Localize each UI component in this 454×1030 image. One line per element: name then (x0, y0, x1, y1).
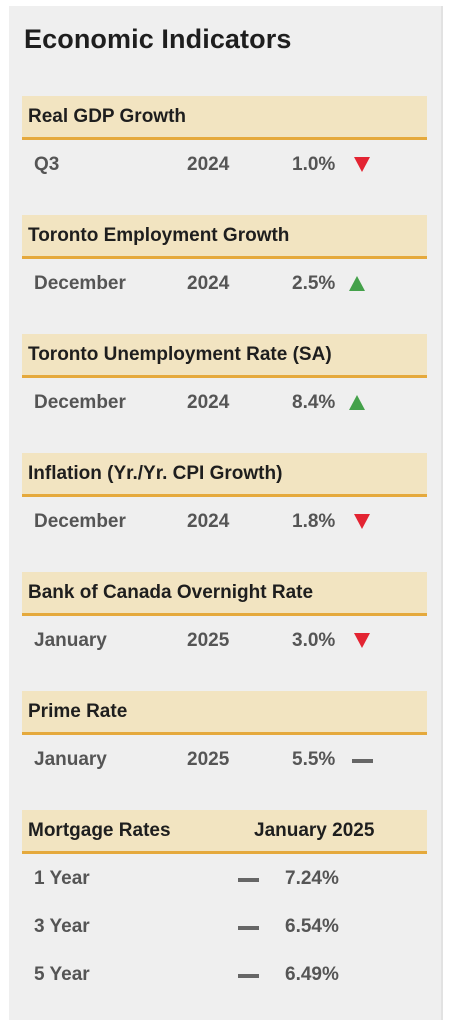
indicator-year: 2024 (187, 392, 230, 413)
indicator-year: 2024 (187, 273, 230, 294)
indicator-header: Bank of Canada Overnight Rate (22, 572, 427, 616)
indicator-year: 2024 (187, 154, 230, 175)
mortgage-row: 3 Year 6.54% (22, 902, 427, 950)
trend-flat-icon (238, 926, 259, 930)
trend-flat-icon (238, 878, 259, 882)
indicator-header: Toronto Unemployment Rate (SA) (22, 334, 427, 378)
mortgage-term: 3 Year (34, 916, 90, 937)
indicator-value: 8.4% (292, 392, 336, 413)
indicator-row: January 2025 5.5% (22, 735, 427, 783)
indicator-value: 5.5% (292, 749, 336, 770)
indicator-prime-rate: Prime Rate January 2025 5.5% (22, 691, 427, 783)
trend-up-icon (349, 276, 365, 291)
mortgage-term: 1 Year (34, 868, 90, 889)
indicator-period: December (34, 511, 126, 532)
indicator-period: Q3 (34, 154, 60, 175)
trend-flat-icon (352, 759, 373, 763)
indicator-period: December (34, 392, 126, 413)
trend-down-icon (354, 514, 370, 529)
indicator-header: Toronto Employment Growth (22, 215, 427, 259)
trend-down-icon (354, 157, 370, 172)
indicator-value: 1.0% (292, 154, 336, 175)
mortgage-title: Mortgage Rates (28, 819, 171, 841)
indicator-header: Prime Rate (22, 691, 427, 735)
trend-up-icon (349, 395, 365, 410)
indicator-year: 2024 (187, 511, 230, 532)
indicator-value: 3.0% (292, 630, 336, 651)
mortgage-date: January 2025 (254, 819, 375, 841)
indicator-row: Q3 2024 1.0% (22, 140, 427, 188)
indicator-period: January (34, 630, 107, 651)
mortgage-rate: 7.24% (285, 868, 339, 889)
page-title: Economic Indicators (24, 24, 292, 54)
indicator-period: January (34, 749, 107, 770)
economic-indicators-panel: Economic Indicators Real GDP Growth Q3 2… (9, 6, 443, 1020)
mortgage-rates-section: Mortgage Rates January 2025 1 Year 7.24%… (22, 810, 427, 998)
trend-flat-icon (238, 974, 259, 978)
indicator-year: 2025 (187, 630, 230, 651)
indicator-toronto-employment-growth: Toronto Employment Growth December 2024 … (22, 215, 427, 307)
indicator-row: December 2024 8.4% (22, 378, 427, 426)
indicator-row: December 2024 1.8% (22, 497, 427, 545)
indicator-value: 2.5% (292, 273, 336, 294)
indicator-row: December 2024 2.5% (22, 259, 427, 307)
indicator-value: 1.8% (292, 511, 336, 532)
indicator-real-gdp-growth: Real GDP Growth Q3 2024 1.0% (22, 96, 427, 188)
trend-down-icon (354, 633, 370, 648)
indicator-row: January 2025 3.0% (22, 616, 427, 664)
indicator-header: Inflation (Yr./Yr. CPI Growth) (22, 453, 427, 497)
indicator-year: 2025 (187, 749, 230, 770)
mortgage-rate: 6.49% (285, 964, 339, 985)
mortgage-term: 5 Year (34, 964, 90, 985)
mortgage-row: 5 Year 6.49% (22, 950, 427, 998)
mortgage-header: Mortgage Rates January 2025 (22, 810, 427, 854)
indicator-boc-overnight-rate: Bank of Canada Overnight Rate January 20… (22, 572, 427, 664)
mortgage-row: 1 Year 7.24% (22, 854, 427, 902)
indicator-inflation: Inflation (Yr./Yr. CPI Growth) December … (22, 453, 427, 545)
indicator-toronto-unemployment-rate: Toronto Unemployment Rate (SA) December … (22, 334, 427, 426)
indicator-header: Real GDP Growth (22, 96, 427, 140)
indicator-period: December (34, 273, 126, 294)
mortgage-rate: 6.54% (285, 916, 339, 937)
